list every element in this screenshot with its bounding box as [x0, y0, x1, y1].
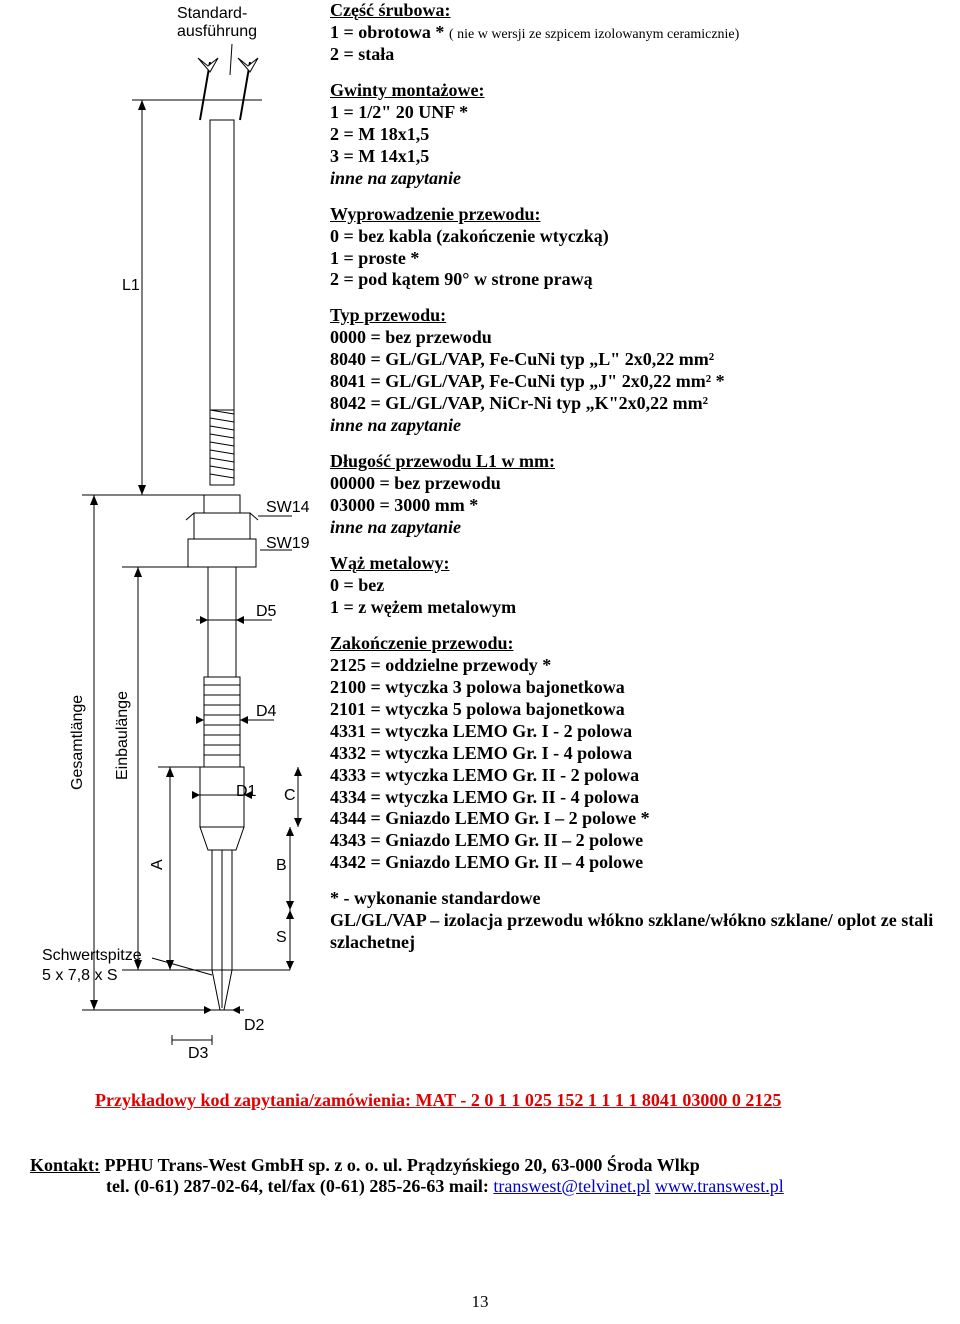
zak-5: 4333 = wtyczka LEMO Gr. II - 2 polowa — [330, 765, 639, 785]
title-wypr: Wyprowadzenie przewodu: — [330, 204, 541, 224]
label-d4: D4 — [256, 703, 277, 720]
contact-block: Kontakt: PPHU Trans-West GmbH sp. z o. o… — [30, 1155, 940, 1197]
label-c: C — [284, 787, 296, 804]
label-standard: Standard- — [177, 5, 247, 22]
zak-2: 2101 = wtyczka 5 polowa bajonetkowa — [330, 699, 625, 719]
label-d1: D1 — [236, 783, 257, 800]
page-number: 13 — [0, 1292, 960, 1312]
order-code-line: Przykładowy kod zapytania/zamówienia: MA… — [95, 1090, 935, 1111]
label-sw19: SW19 — [266, 535, 310, 552]
label-b: B — [276, 857, 287, 874]
gwinty-2: 2 = M 18x1,5 — [330, 124, 429, 144]
typ-2: 8041 = GL/GL/VAP, Fe-CuNi typ „J" 2x0,22… — [330, 371, 725, 391]
title-srubowa: Część śrubowa: — [330, 0, 450, 20]
srubowa-1a: 1 = obrotowa * — [330, 22, 449, 42]
footnote-2: GL/GL/VAP – izolacja przewodu włókno szk… — [330, 910, 933, 952]
title-gwinty: Gwinty montażowe: — [330, 80, 484, 100]
dlug-other: inne na zapytanie — [330, 517, 461, 537]
label-d3: D3 — [188, 1045, 209, 1062]
srubowa-1b: ( nie w wersji ze szpicem izolowanym cer… — [449, 27, 739, 42]
zak-8: 4343 = Gniazdo LEMO Gr. II – 2 polowe — [330, 830, 643, 850]
svg-text:5 x 7,8 x S: 5 x 7,8 x S — [42, 967, 118, 984]
zak-3: 4331 = wtyczka LEMO Gr. I - 2 polowa — [330, 721, 632, 741]
label-schwertspitze: Schwertspitze — [42, 947, 142, 964]
label-sw14: SW14 — [266, 499, 310, 516]
typ-1: 8040 = GL/GL/VAP, Fe-CuNi typ „L" 2x0,22… — [330, 349, 714, 369]
zak-4: 4332 = wtyczka LEMO Gr. I - 4 polowa — [330, 743, 632, 763]
zak-1: 2100 = wtyczka 3 polowa bajonetkowa — [330, 677, 625, 697]
contact-web[interactable]: www.transwest.pl — [655, 1176, 784, 1196]
typ-3: 8042 = GL/GL/VAP, NiCr-Ni typ „K"2x0,22 … — [330, 393, 708, 413]
title-dlug: Długość przewodu L1 w mm: — [330, 451, 555, 471]
title-zak: Zakończenie przewodu: — [330, 633, 514, 653]
zak-0: 2125 = oddzielne przewody * — [330, 655, 551, 675]
label-gesamt: Gesamtlänge — [69, 695, 86, 790]
waz-0: 0 = bez — [330, 575, 384, 595]
svg-text:ausführung: ausführung — [177, 23, 257, 40]
sensor-diagram: Standard- ausführung — [12, 0, 322, 1080]
title-typ: Typ przewodu: — [330, 305, 446, 325]
dlug-0: 00000 = bez przewodu — [330, 473, 501, 493]
title-waz: Wąż metalowy: — [330, 553, 449, 573]
typ-other: inne na zapytanie — [330, 415, 461, 435]
label-l1: L1 — [122, 277, 140, 294]
zak-6: 4334 = wtyczka LEMO Gr. II - 4 polowa — [330, 787, 639, 807]
zak-7: 4344 = Gniazdo LEMO Gr. I – 2 polowe * — [330, 808, 650, 828]
gwinty-3: 3 = M 14x1,5 — [330, 146, 429, 166]
contact-label: Kontakt: — [30, 1155, 100, 1175]
wypr-1: 1 = proste * — [330, 248, 419, 268]
label-einbau: Einbaulänge — [114, 691, 131, 780]
srubowa-2: 2 = stała — [330, 44, 394, 64]
wypr-2: 2 = pod kątem 90° w strone prawą — [330, 269, 593, 289]
label-d5: D5 — [256, 603, 277, 620]
contact-email[interactable]: transwest@telvinet.pl — [493, 1176, 650, 1196]
footnote-1: * - wykonanie standardowe — [330, 888, 541, 908]
typ-0: 0000 = bez przewodu — [330, 327, 492, 347]
contact-line1: PPHU Trans-West GmbH sp. z o. o. ul. Prą… — [100, 1155, 700, 1175]
specification-text: Część śrubowa: 1 = obrotowa * ( nie w we… — [330, 0, 950, 968]
waz-1: 1 = z wężem metalowym — [330, 597, 516, 617]
gwinty-1: 1 = 1/2" 20 UNF * — [330, 102, 468, 122]
zak-9: 4342 = Gniazdo LEMO Gr. II – 4 polowe — [330, 852, 643, 872]
label-d2: D2 — [244, 1017, 265, 1034]
gwinty-other: inne na zapytanie — [330, 168, 461, 188]
contact-line2a: tel. (0-61) 287-02-64, tel/fax (0-61) 28… — [106, 1176, 493, 1196]
label-a: A — [149, 859, 166, 870]
dlug-1: 03000 = 3000 mm * — [330, 495, 478, 515]
wypr-0: 0 = bez kabla (zakończenie wtyczką) — [330, 226, 609, 246]
label-s: S — [276, 929, 287, 946]
